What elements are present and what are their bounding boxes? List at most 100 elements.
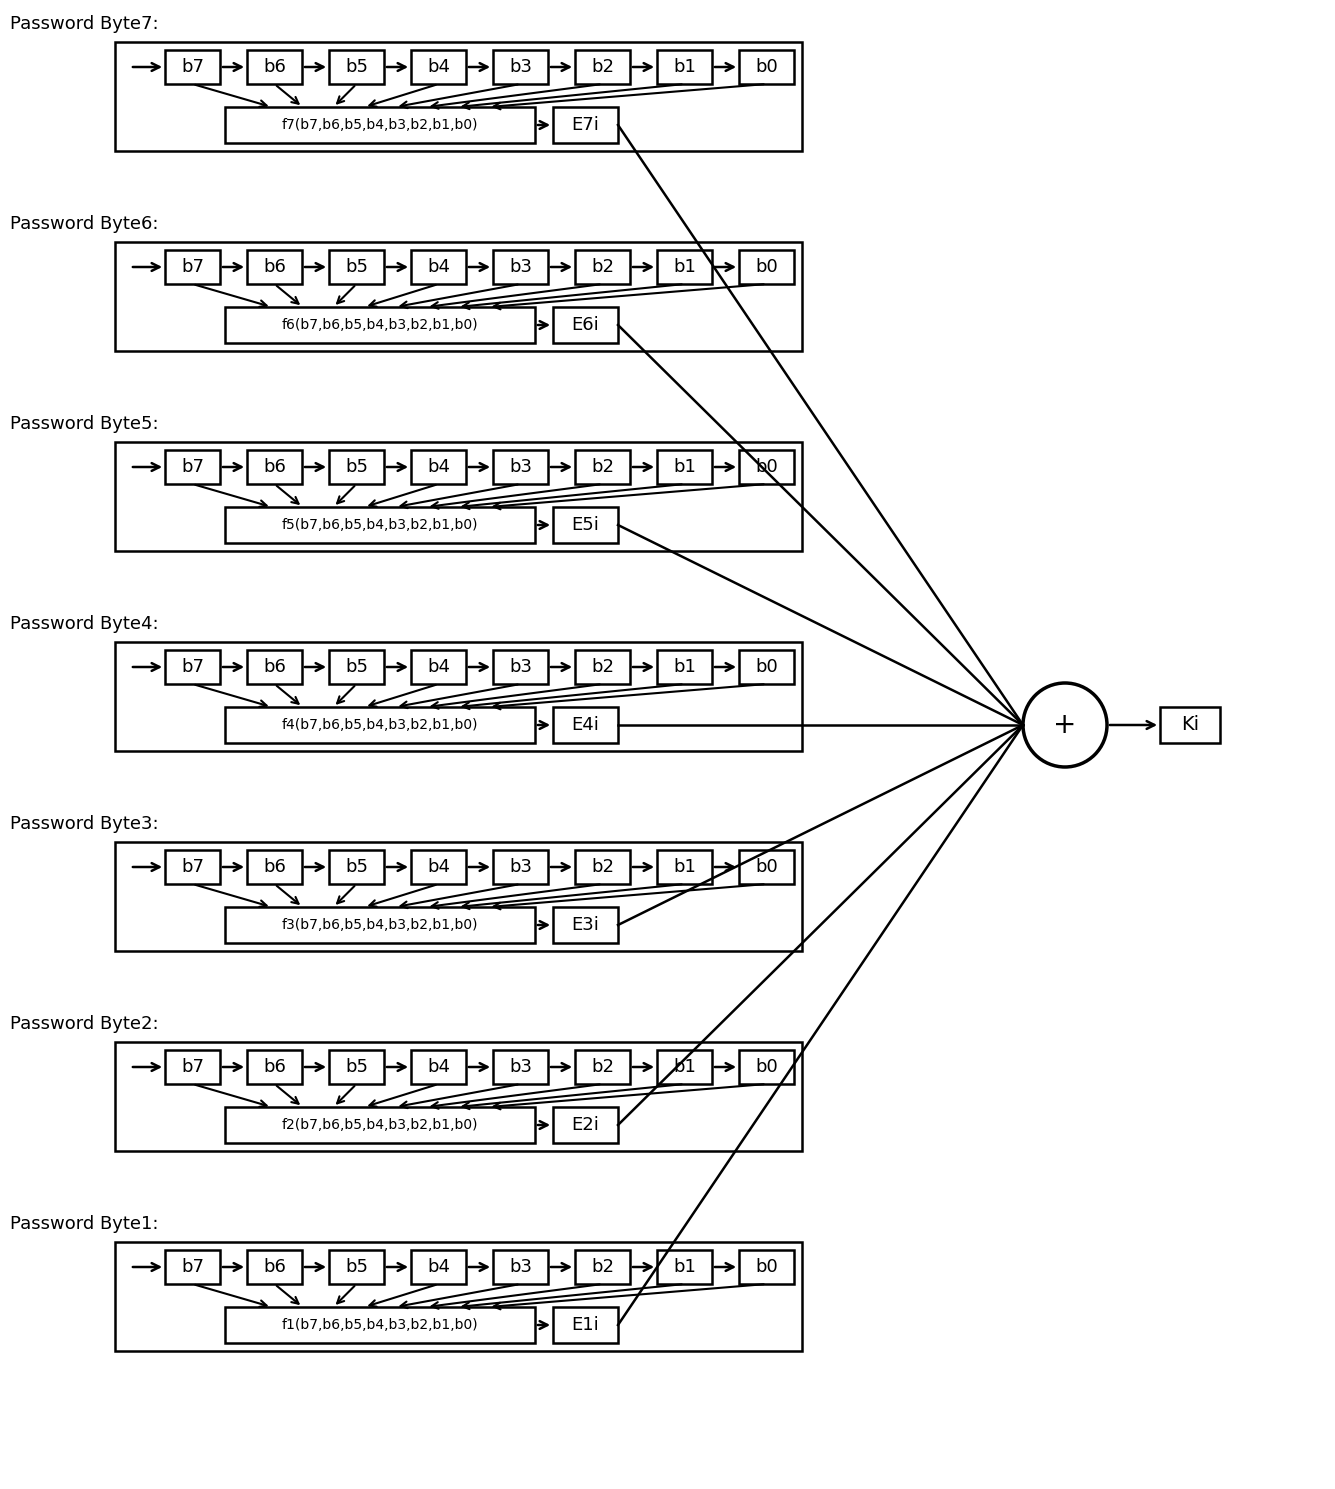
Text: +: + [1053,712,1077,739]
Text: b0: b0 [756,459,778,476]
Bar [575,850,630,884]
Bar [115,243,802,351]
Bar [247,1050,302,1084]
Bar [740,51,794,83]
Bar [553,707,618,743]
Text: Password Byte6:: Password Byte6: [9,214,159,232]
Text: b4: b4 [427,858,450,876]
Bar [115,841,802,951]
Text: b6: b6 [263,858,286,876]
Text: b5: b5 [344,58,368,76]
Bar [247,651,302,683]
Bar [575,450,630,484]
Bar [493,651,547,683]
Bar [226,307,535,342]
Text: b0: b0 [756,58,778,76]
Text: E1i: E1i [571,1316,599,1334]
Bar [657,651,712,683]
Text: b0: b0 [756,1059,778,1077]
Bar [657,850,712,884]
Text: f5(b7,b6,b5,b4,b3,b2,b1,b0): f5(b7,b6,b5,b4,b3,b2,b1,b0) [282,518,478,532]
Bar [411,250,466,284]
Text: b0: b0 [756,1258,778,1276]
Text: E5i: E5i [571,517,599,535]
Bar [740,250,794,284]
Text: f1(b7,b6,b5,b4,b3,b2,b1,b0): f1(b7,b6,b5,b4,b3,b2,b1,b0) [282,1318,478,1333]
Bar [247,51,302,83]
Text: f2(b7,b6,b5,b4,b3,b2,b1,b0): f2(b7,b6,b5,b4,b3,b2,b1,b0) [282,1118,478,1132]
Bar [226,1106,535,1144]
Bar [657,51,712,83]
Text: b5: b5 [344,258,368,275]
Text: b3: b3 [509,1258,533,1276]
Text: b3: b3 [509,658,533,676]
Bar [411,450,466,484]
Bar [247,450,302,484]
Bar [657,1249,712,1284]
Bar [115,442,802,551]
Text: b5: b5 [344,658,368,676]
Text: Password Byte3:: Password Byte3: [9,814,159,832]
Text: b5: b5 [344,1258,368,1276]
Text: b1: b1 [673,258,696,275]
Bar [115,1042,802,1151]
Bar [115,42,802,150]
Bar [328,450,384,484]
Text: b6: b6 [263,459,286,476]
Bar [328,250,384,284]
Bar [166,450,220,484]
Text: b7: b7 [182,658,204,676]
Bar [657,1050,712,1084]
Text: b0: b0 [756,658,778,676]
Text: Password Byte4:: Password Byte4: [9,615,159,633]
Bar [493,1249,547,1284]
Bar [553,1106,618,1144]
Bar [553,307,618,342]
Text: b6: b6 [263,58,286,76]
Text: E4i: E4i [571,716,599,734]
Bar [328,651,384,683]
Bar [411,1249,466,1284]
Text: b5: b5 [344,1059,368,1077]
Text: E3i: E3i [571,916,599,934]
Bar [575,51,630,83]
Text: b3: b3 [509,459,533,476]
Text: Password Byte7:: Password Byte7: [9,15,159,33]
Text: b7: b7 [182,858,204,876]
Bar [166,1249,220,1284]
Text: b7: b7 [182,1258,204,1276]
Bar [740,850,794,884]
Text: b1: b1 [673,459,696,476]
Bar [411,651,466,683]
Text: b2: b2 [591,658,614,676]
Bar [328,850,384,884]
Bar [575,651,630,683]
Text: b3: b3 [509,858,533,876]
Text: b4: b4 [427,58,450,76]
Bar [411,1050,466,1084]
Text: b7: b7 [182,1059,204,1077]
Text: E2i: E2i [571,1115,599,1135]
Bar [226,506,535,543]
Text: b3: b3 [509,58,533,76]
Text: b6: b6 [263,1258,286,1276]
Text: f6(b7,b6,b5,b4,b3,b2,b1,b0): f6(b7,b6,b5,b4,b3,b2,b1,b0) [282,319,478,332]
Bar [575,1249,630,1284]
Bar [115,642,802,750]
Bar [247,850,302,884]
Text: f3(b7,b6,b5,b4,b3,b2,b1,b0): f3(b7,b6,b5,b4,b3,b2,b1,b0) [282,919,478,932]
Text: b6: b6 [263,1059,286,1077]
Text: f7(b7,b6,b5,b4,b3,b2,b1,b0): f7(b7,b6,b5,b4,b3,b2,b1,b0) [282,118,478,133]
Bar [575,1050,630,1084]
Text: b4: b4 [427,258,450,275]
Bar [740,450,794,484]
Bar [226,107,535,143]
Bar [553,506,618,543]
Text: b7: b7 [182,58,204,76]
Bar [166,51,220,83]
Bar [226,907,535,943]
Text: b4: b4 [427,1059,450,1077]
Text: b1: b1 [673,58,696,76]
Bar [411,850,466,884]
Text: b3: b3 [509,258,533,275]
